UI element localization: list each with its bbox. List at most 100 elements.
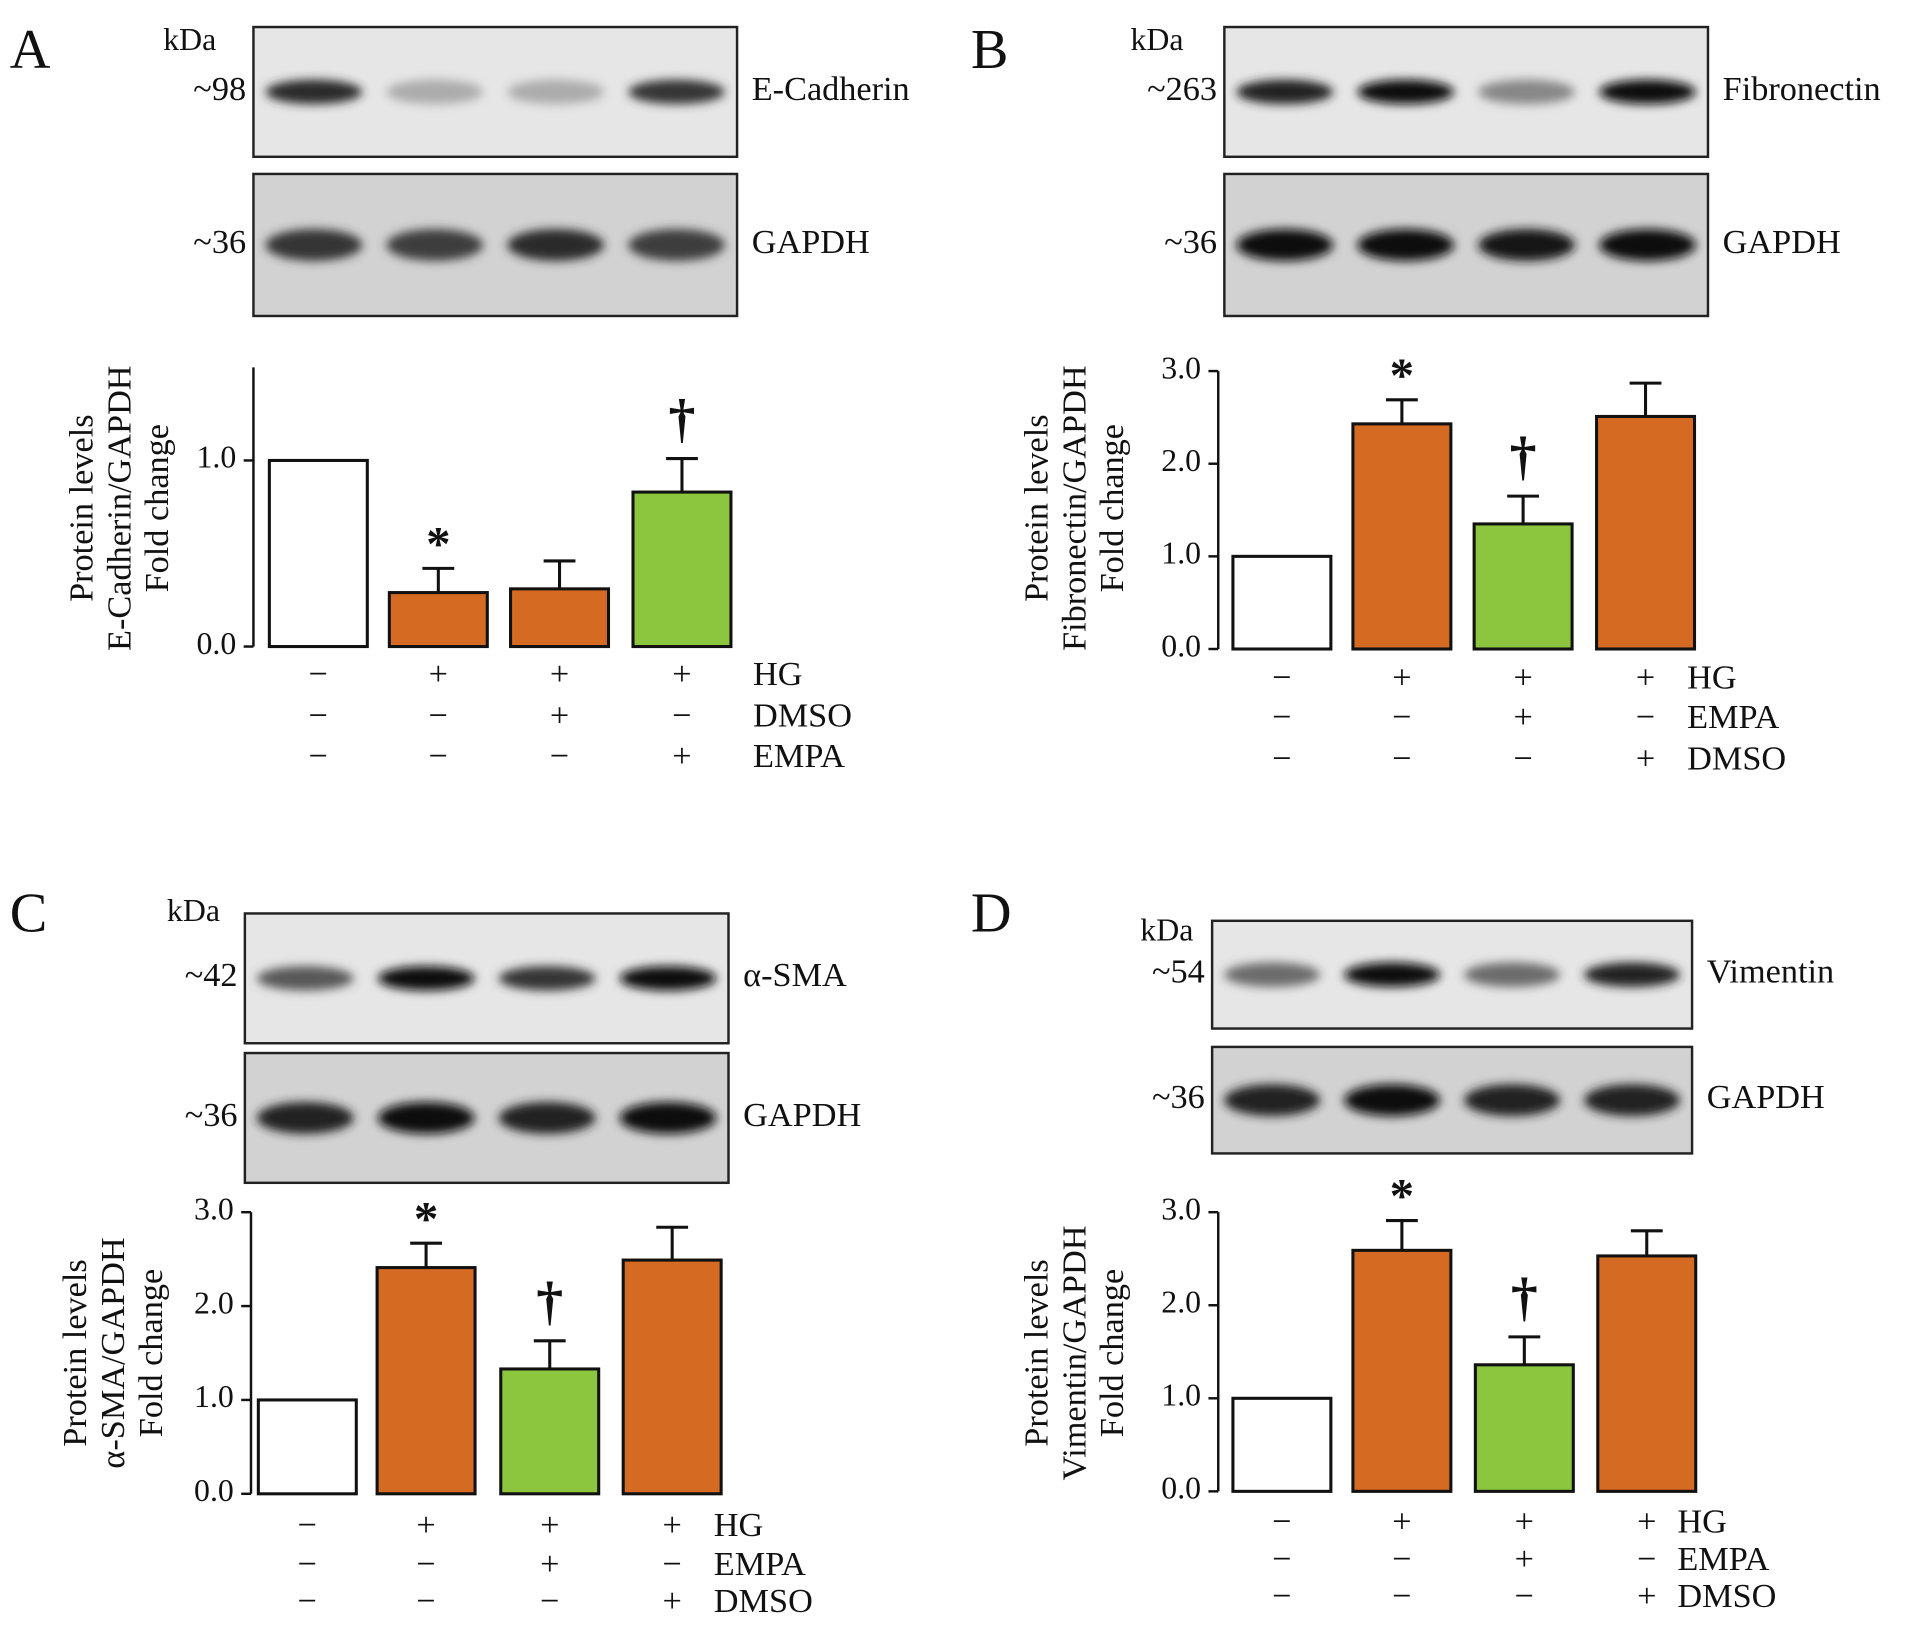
blot-band [619, 1102, 717, 1134]
condition-sign: + [540, 1506, 559, 1544]
blot-band [1224, 962, 1321, 987]
condition-sign: + [672, 655, 691, 693]
condition-sign: − [416, 1582, 435, 1620]
blot-label: α-SMA [743, 956, 847, 994]
bar [375, 1266, 477, 1496]
condition-name: EMPA [714, 1545, 806, 1583]
condition-sign: − [1272, 1577, 1291, 1615]
condition-sign: − [540, 1582, 559, 1620]
bar [1473, 1363, 1575, 1493]
y-tick-label: 2.0 [1161, 443, 1201, 478]
blot-band [1584, 962, 1681, 987]
blot-label: GAPDH [1723, 223, 1841, 261]
condition-sign: − [416, 1545, 435, 1583]
bar [1351, 422, 1453, 651]
significance-mark: * [426, 516, 450, 571]
y-tick-label: 0.0 [194, 1473, 234, 1508]
significance-mark: * [1390, 1168, 1414, 1223]
condition-sign: + [1515, 1540, 1534, 1578]
condition-sign: − [1272, 698, 1291, 736]
panel-letter: C [10, 882, 48, 944]
blot-band [628, 79, 725, 105]
significance-mark: * [414, 1191, 438, 1246]
condition-name: EMPA [1677, 1540, 1769, 1578]
y-tick-label: 2.0 [194, 1285, 234, 1320]
condition-name: DMSO [753, 697, 852, 735]
y-axis-label-line: Fibronectin/GAPDH [1055, 365, 1093, 651]
blot-band [1344, 962, 1441, 987]
significance-mark: † [1510, 426, 1537, 486]
y-axis-label-line: Vimentin/GAPDH [1055, 1226, 1093, 1481]
blot-band [1478, 79, 1575, 105]
y-axis-label-line: Fold change [132, 1269, 170, 1437]
blot-band [256, 1102, 354, 1134]
condition-sign: − [298, 1545, 317, 1583]
blot-band [1464, 1084, 1561, 1117]
kda-label: kDa [1140, 912, 1193, 947]
panel-letter: D [971, 882, 1012, 944]
significance-mark: † [536, 1271, 563, 1331]
blot-band [1236, 229, 1334, 261]
condition-name: HG [1677, 1502, 1727, 1540]
blot-band [507, 79, 605, 105]
condition-sign: + [1513, 659, 1532, 697]
blot-label: GAPDH [1707, 1078, 1825, 1116]
condition-name: EMPA [1687, 698, 1779, 736]
bar [1595, 414, 1697, 651]
blot-marker: ~36 [185, 1096, 238, 1134]
y-tick-label: 0.0 [1161, 628, 1201, 663]
blot-marker: ~54 [1152, 953, 1205, 991]
bar [499, 1367, 601, 1496]
blot-marker: ~42 [185, 956, 238, 994]
y-tick-label: 1.0 [194, 1379, 234, 1414]
condition-sign: + [663, 1582, 682, 1620]
y-axis-label-line: Fold change [138, 424, 176, 592]
y-tick-label: 1.0 [1161, 1378, 1201, 1413]
blot-band [1478, 229, 1575, 261]
blot-band [498, 966, 596, 991]
y-axis-label-line: Fold change [1093, 1269, 1131, 1437]
condition-sign: + [540, 1545, 559, 1583]
blot-band [1344, 1084, 1441, 1117]
y-axis-label: Protein levels Vimentin/GAPDH Fold change [1017, 1226, 1131, 1481]
blot-band [386, 79, 484, 105]
blot-band [1599, 229, 1696, 261]
y-axis-label: Protein levels α-SMA/GAPDH Fold change [56, 1237, 170, 1468]
kda-label: kDa [163, 22, 216, 57]
y-axis-label-line: Protein levels [1017, 414, 1055, 601]
condition-sign: + [1637, 1502, 1656, 1540]
condition-sign: + [1392, 659, 1411, 697]
bar [509, 587, 611, 649]
condition-sign: − [298, 1506, 317, 1544]
y-axis-label-line: E-Cadherin/GAPDH [100, 365, 138, 651]
bar [1596, 1254, 1698, 1493]
blot-band [1236, 79, 1334, 105]
blot-marker: ~98 [193, 70, 246, 108]
condition-sign: − [663, 1545, 682, 1583]
condition-sign: − [1272, 1540, 1291, 1578]
condition-sign: − [309, 697, 328, 735]
panel-letter: A [10, 19, 51, 81]
blot-band [265, 229, 363, 261]
condition-name: DMSO [1687, 739, 1786, 777]
y-axis-label-line: Protein levels [56, 1259, 94, 1446]
condition-sign: − [550, 737, 569, 775]
y-tick-label: 0.0 [1161, 1471, 1201, 1506]
condition-name: EMPA [753, 737, 845, 775]
condition-sign: − [1637, 1540, 1656, 1578]
condition-sign: + [1392, 1502, 1411, 1540]
condition-name: HG [714, 1506, 764, 1544]
y-tick-label: 1.0 [1161, 536, 1201, 571]
blot-marker: ~263 [1147, 70, 1217, 108]
blot-band [256, 966, 354, 991]
bar [1351, 1248, 1453, 1493]
bar [267, 458, 369, 649]
condition-sign: + [1637, 1577, 1656, 1615]
significance-mark: † [1511, 1267, 1538, 1327]
condition-sign: + [1515, 1502, 1534, 1540]
condition-name: DMSO [1677, 1577, 1776, 1615]
condition-sign: + [429, 655, 448, 693]
